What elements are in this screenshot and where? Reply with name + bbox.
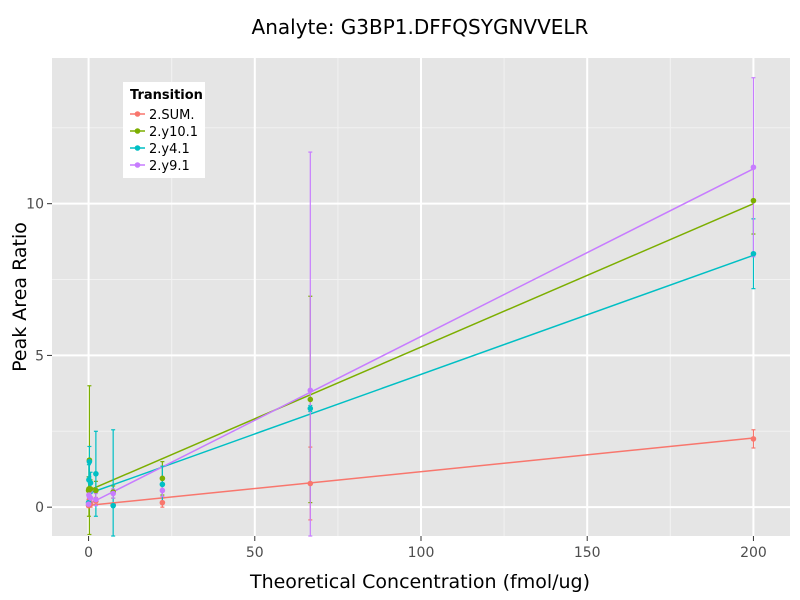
- legend-items: 2.SUM. 2.y10.1 2.y4.1 2.y9.1: [130, 108, 198, 174]
- x-axis-ticks: 0 50 100 150 200: [84, 536, 767, 561]
- data-point-2-y10-1: [750, 197, 757, 204]
- x-tick-label: 0: [84, 545, 93, 561]
- legend-label: 2.SUM.: [149, 108, 195, 123]
- data-point-2-y9-1: [85, 501, 92, 507]
- data-point-2-y4-1: [93, 470, 99, 477]
- data-point-2-y9-1: [93, 496, 99, 503]
- x-tick-label: 100: [408, 545, 435, 561]
- fit-lines: [88, 168, 754, 507]
- data-point-2-sum: [307, 480, 314, 487]
- y-tick-label: 10: [26, 197, 44, 213]
- data-point-2-y10-1: [307, 396, 314, 403]
- x-tick-label: 200: [740, 545, 767, 561]
- data-point-2-sum: [159, 499, 166, 506]
- data-point-2-y4-1: [87, 480, 94, 486]
- legend-item-2-y9-1: 2.y9.1: [130, 159, 190, 174]
- data-point-2-sum: [750, 436, 757, 442]
- legend-item-2-y10-1: 2.y10.1: [130, 125, 198, 140]
- data-point-2-y4-1: [110, 502, 116, 509]
- data-point-2-y4-1: [86, 458, 93, 465]
- y-axis-title: Peak Area Ratio: [9, 222, 31, 372]
- data-point-2-y9-1: [750, 164, 757, 171]
- legend-key-point: [134, 111, 141, 117]
- data-point-2-y10-1: [87, 486, 94, 492]
- legend-key-point: [134, 145, 141, 151]
- legend-key-point: [134, 128, 141, 134]
- data-point-2-y9-1: [307, 387, 314, 394]
- data-point-2-y10-1: [93, 487, 99, 494]
- legend-title: Transition: [130, 88, 203, 103]
- data-point-2-y9-1: [87, 495, 94, 501]
- x-axis-title: Theoretical Concentration (fmol/ug): [249, 571, 590, 593]
- legend-key-point: [134, 162, 141, 168]
- legend-item-2-sum: 2.SUM.: [130, 108, 195, 123]
- legend-item-2-y4-1: 2.y4.1: [130, 142, 190, 157]
- legend-label: 2.y10.1: [149, 125, 198, 140]
- data-points: [85, 164, 757, 509]
- legend-label: 2.y4.1: [149, 142, 190, 157]
- chart-title: Analyte: G3BP1.DFFQSYGNVVELR: [252, 15, 589, 39]
- data-point-2-y10-1: [159, 475, 166, 482]
- fit-line-2-y9-1: [88, 168, 754, 505]
- data-point-2-y4-1: [307, 405, 314, 412]
- major-gridlines: [52, 58, 790, 536]
- legend: Transition 2.SUM. 2.y10.1 2.y4.1 2.y9.1: [123, 82, 205, 178]
- data-point-2-y4-1: [750, 250, 757, 257]
- data-point-2-y4-1: [159, 481, 166, 488]
- y-tick-label: 0: [35, 500, 44, 516]
- y-axis-ticks: 0 5 10: [26, 197, 52, 516]
- x-tick-label: 150: [574, 545, 601, 561]
- legend-label: 2.y9.1: [149, 159, 190, 174]
- fit-line-2-y10-1: [88, 202, 754, 492]
- y-tick-label: 5: [35, 348, 44, 364]
- data-point-2-y9-1: [159, 487, 166, 494]
- x-tick-label: 50: [246, 545, 264, 561]
- fit-line-2-y4-1: [88, 254, 754, 495]
- data-point-2-y9-1: [110, 490, 116, 497]
- fit-line-2-sum: [88, 437, 754, 507]
